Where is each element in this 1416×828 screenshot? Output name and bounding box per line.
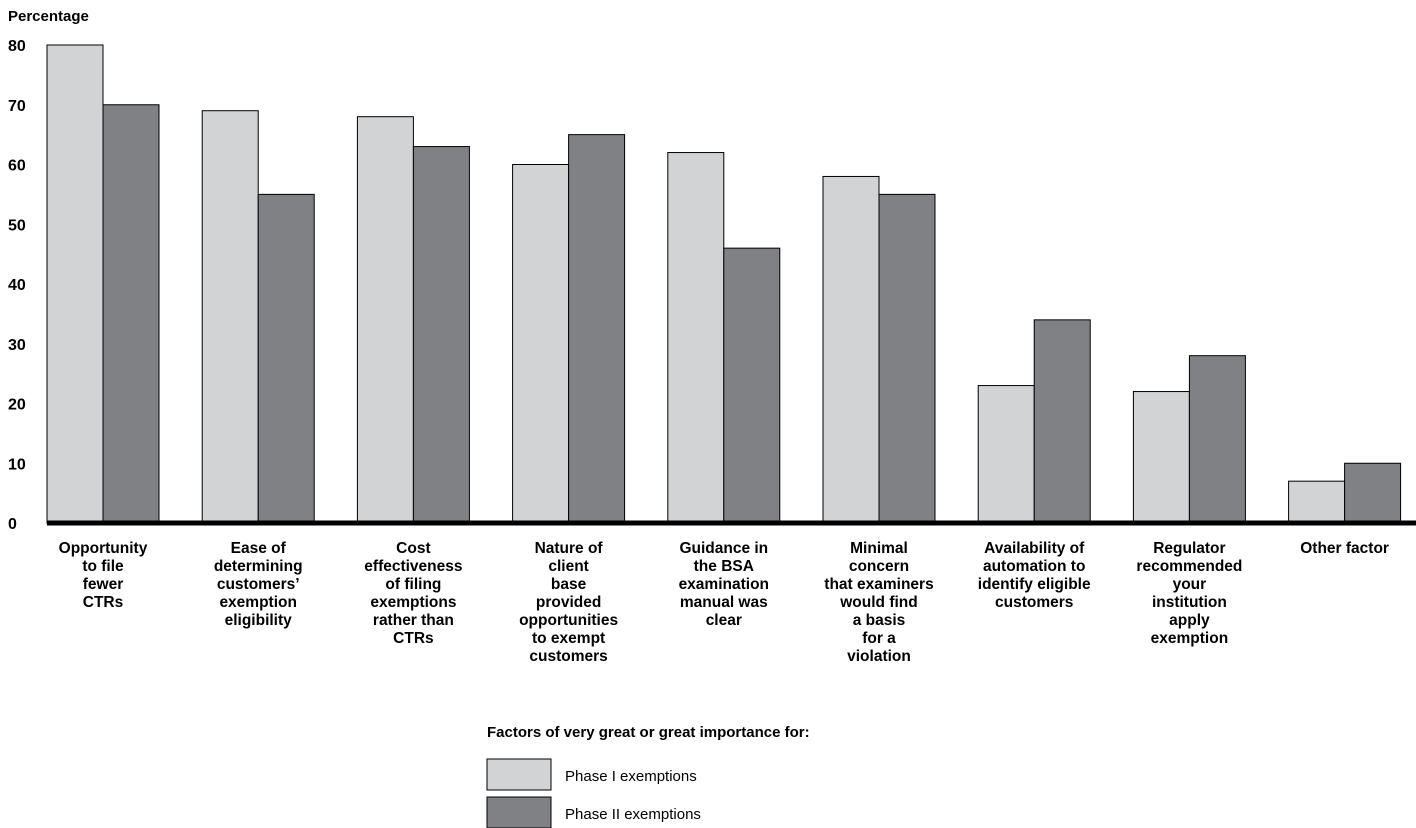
bar-phase-2 — [723, 247, 781, 524]
y-axis-label: Percentage — [8, 8, 89, 25]
bar-phase-2 — [1033, 319, 1091, 524]
bar-phase-1 — [667, 152, 725, 524]
category-label: Cost effectiveness of filing exemptions rath… — [364, 540, 462, 647]
legend-swatch-phase-2 — [486, 796, 552, 828]
y-axis-ticks: 0 10 20 30 40 50 60 70 80 — [8, 38, 26, 533]
bar-phase-2 — [878, 193, 936, 524]
category-label: Opportunity to file fewer CTRs — [59, 540, 148, 611]
category-label: Guidance in the BSA examination manual was c… — [679, 540, 769, 629]
bar-phase-1 — [356, 116, 414, 524]
category-label: Availability of automation to identify eli… — [978, 540, 1091, 611]
bar-phase-2 — [412, 146, 470, 524]
bar-phase-1 — [46, 44, 104, 524]
bar-phase-1 — [822, 175, 880, 524]
y-tick-label: 20 — [8, 397, 26, 414]
category-label: Regulator recommended your institution apply… — [1136, 540, 1242, 647]
category-label: Minimal concern that examiners would find a … — [824, 540, 933, 665]
bar-phase-1 — [977, 385, 1035, 524]
category-label: Other factor — [1300, 540, 1389, 557]
y-tick-label: 30 — [8, 337, 26, 354]
category-labels: Opportunity to file fewer CTRs Ease of determ… — [59, 540, 1389, 665]
y-tick-label: 50 — [8, 217, 26, 234]
legend-label-phase-2: Phase II exemptions — [565, 806, 701, 823]
bar-phase-2 — [257, 193, 315, 524]
bar-phase-1 — [512, 164, 570, 524]
bar-phase-1 — [201, 110, 259, 524]
y-tick-label: 60 — [8, 158, 26, 175]
y-tick-label: 0 — [8, 516, 17, 533]
bar-phase-2 — [1344, 462, 1402, 524]
y-tick-label: 70 — [8, 98, 26, 115]
bar-phase-1 — [1288, 480, 1346, 524]
y-tick-label: 80 — [8, 38, 26, 55]
bars — [46, 44, 1402, 524]
legend-swatch-phase-1 — [486, 758, 552, 791]
y-tick-label: 40 — [8, 277, 26, 294]
legend-title: Factors of very great or great importanc… — [487, 724, 810, 741]
bar-phase-2 — [102, 104, 160, 524]
legend: Factors of very great or great importanc… — [486, 724, 810, 828]
category-label: Nature of client base provided opportunities… — [519, 540, 618, 665]
bar-phase-2 — [1188, 355, 1246, 524]
legend-label-phase-1: Phase I exemptions — [565, 768, 697, 785]
y-tick-label: 10 — [8, 456, 26, 473]
bar-phase-2 — [568, 134, 626, 524]
category-label: Ease of determining customers’ exemption eli… — [214, 540, 303, 629]
bar-phase-1 — [1132, 391, 1190, 524]
